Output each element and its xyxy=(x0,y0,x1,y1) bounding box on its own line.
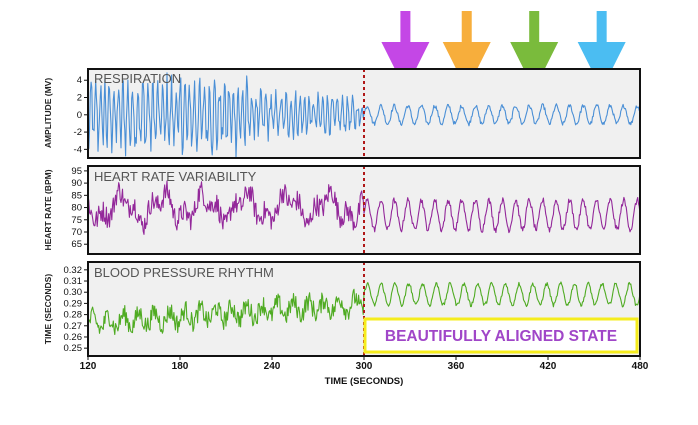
respiration-trace xyxy=(87,72,641,158)
blue-arrow-icon xyxy=(577,11,626,90)
x-axis-ticks: 120 180 240 300 360 420 480 xyxy=(80,356,649,372)
bp-y-ticks: 0.320.310.300.290.280.270.260.25 xyxy=(64,265,88,354)
bp-y-tick-label: 0.30 xyxy=(64,287,83,298)
respiration-y-ticks: 4 2 0 -2 -4 xyxy=(74,75,88,155)
hrv-plot-frame xyxy=(87,165,641,255)
purple-arrow-icon xyxy=(381,11,430,90)
hrv-y-tick-label: 65 xyxy=(71,239,82,250)
x-tick-label: 300 xyxy=(356,361,373,372)
bp-y-tick-label: 0.28 xyxy=(64,310,83,321)
respiration-panel: 4 2 0 -2 -4 RESPIRATION AMPLITUDE (MV) xyxy=(43,68,641,159)
x-tick-label: 480 xyxy=(632,361,649,372)
callout-box xyxy=(363,317,639,354)
respiration-panel-title: RESPIRATION xyxy=(94,71,181,86)
hrv-y-tick-label: 95 xyxy=(71,166,82,177)
hrv-trace xyxy=(87,180,641,235)
respiration-y-tick-label: -2 xyxy=(74,127,82,138)
x-tick-label: 240 xyxy=(264,361,281,372)
bp-y-tick-label: 0.27 xyxy=(64,321,83,332)
x-axis-label: TIME (SECONDS) xyxy=(325,376,404,387)
hrv-panel-title: HEART RATE VARIABILITY xyxy=(94,169,257,184)
respiration-y-tick-label: -4 xyxy=(74,144,82,155)
x-tick-label: 120 xyxy=(80,361,97,372)
bp-y-tick-label: 0.31 xyxy=(64,276,83,287)
x-tick-label: 360 xyxy=(448,361,465,372)
respiration-y-tick-label: 2 xyxy=(77,93,82,104)
hrv-y-tick-label: 75 xyxy=(71,215,82,226)
hrv-y-tick-label: 85 xyxy=(71,190,82,201)
callout-text: BEAUTIFULLY ALIGNED STATE xyxy=(385,328,617,345)
x-tick-label: 420 xyxy=(540,361,557,372)
bp-panel-title: BLOOD PRESSURE RHYTHM xyxy=(94,265,274,280)
bp-y-tick-label: 0.26 xyxy=(64,332,83,343)
orange-arrow-icon xyxy=(442,11,491,90)
hrv-y-tick-label: 70 xyxy=(71,227,82,238)
x-tick-label: 180 xyxy=(172,361,189,372)
bp-y-tick-label: 0.25 xyxy=(64,343,83,354)
green-arrow-icon xyxy=(510,11,559,90)
hrv-y-tick-label: 80 xyxy=(71,203,82,214)
aligned-state-callout: BEAUTIFULLY ALIGNED STATE xyxy=(363,317,639,354)
bp-y-tick-label: 0.29 xyxy=(64,298,83,309)
bp-y-axis-label: TIME (SECONDS) xyxy=(43,274,53,345)
respiration-y-axis-label: AMPLITUDE (MV) xyxy=(43,78,53,149)
arrow-group xyxy=(381,11,626,90)
respiration-y-tick-label: 0 xyxy=(77,110,82,121)
bp-y-tick-label: 0.32 xyxy=(64,265,83,276)
respiration-plot-frame xyxy=(87,68,641,159)
hrv-y-axis-label: HEART RATE (BPM) xyxy=(43,169,53,250)
hrv-y-tick-label: 90 xyxy=(71,178,82,189)
respiration-y-tick-label: 4 xyxy=(77,75,82,86)
